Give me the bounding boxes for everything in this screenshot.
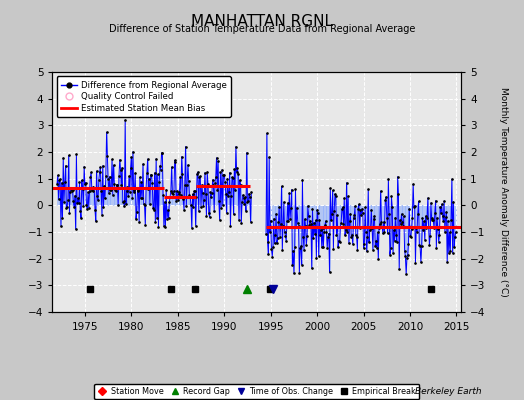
Text: 2015: 2015 [443,322,470,332]
Text: 2010: 2010 [397,322,423,332]
Text: Difference of Station Temperature Data from Regional Average: Difference of Station Temperature Data f… [109,24,415,34]
Text: 1990: 1990 [211,322,237,332]
Text: 1980: 1980 [118,322,145,332]
Text: Berkeley Earth: Berkeley Earth [416,387,482,396]
Text: MANHATTAN RGNL: MANHATTAN RGNL [191,14,333,29]
Text: 1985: 1985 [165,322,191,332]
Legend: Station Move, Record Gap, Time of Obs. Change, Empirical Break: Station Move, Record Gap, Time of Obs. C… [94,384,419,399]
Text: 2000: 2000 [304,322,330,332]
Text: 2005: 2005 [351,322,377,332]
Text: 1975: 1975 [72,322,98,332]
Text: 1995: 1995 [257,322,284,332]
Y-axis label: Monthly Temperature Anomaly Difference (°C): Monthly Temperature Anomaly Difference (… [499,87,508,297]
